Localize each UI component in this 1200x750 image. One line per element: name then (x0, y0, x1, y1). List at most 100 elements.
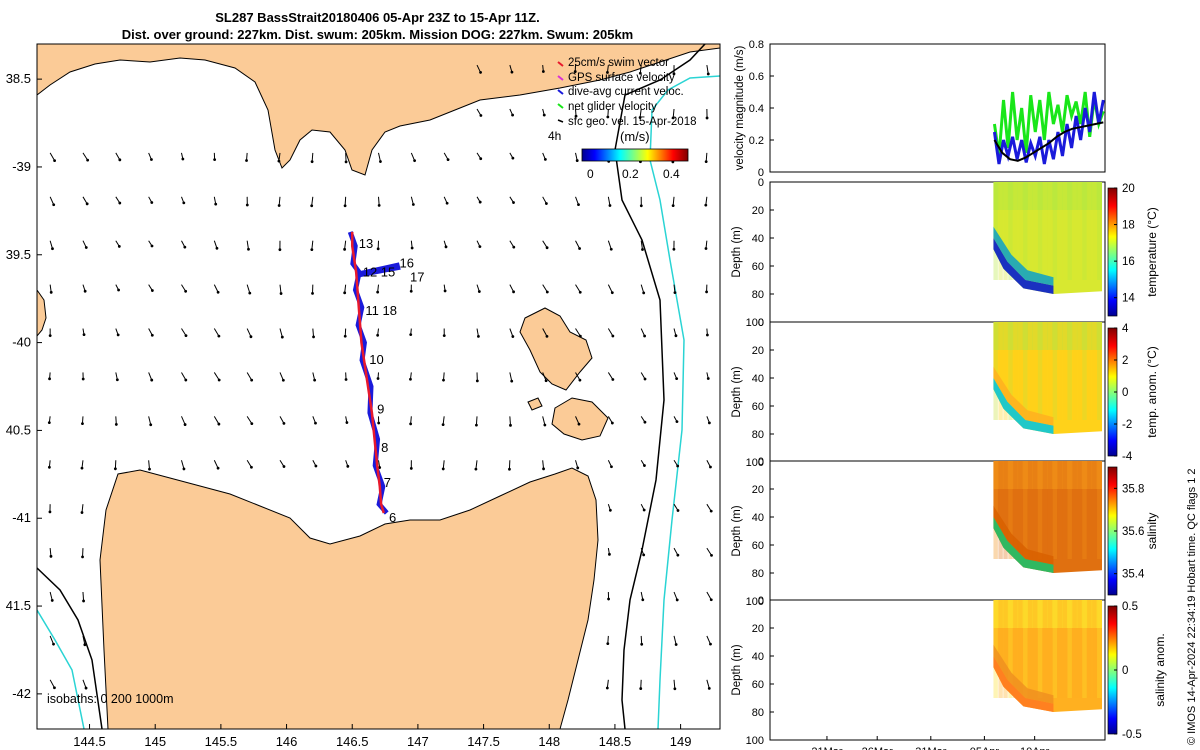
velocity-arrow-60 (246, 240, 250, 251)
colorbar-tick-1: 0.2 (622, 167, 639, 181)
velocity-arrow-165 (607, 548, 611, 556)
velocity-arrow-69 (279, 284, 283, 295)
velocity-arrow-56 (213, 416, 221, 426)
hm2-ytick-3: 60 (752, 540, 764, 552)
day-label-2: 16 (400, 256, 414, 271)
hm1-bottom-layer (993, 378, 1054, 434)
velocity-arrow-39 (148, 372, 154, 382)
isobath-200m (37, 75, 720, 729)
velocity-arrow-132 (509, 416, 512, 427)
velocity-arrow-135 (542, 108, 546, 117)
velocity-arrow-82 (344, 152, 348, 164)
velocity-arrow-19 (81, 416, 84, 426)
velocity-arrow-178 (640, 460, 646, 467)
velocity-arrow-181 (640, 591, 645, 602)
hm0-ytick-1: 20 (752, 205, 764, 217)
velocity-arrow-72 (279, 416, 286, 425)
hm2-ytick-2: 40 (752, 512, 764, 524)
velocity-arrow-96 (377, 416, 381, 425)
velocity-arrow-137 (542, 196, 548, 205)
velocity-arrow-30 (115, 328, 120, 337)
velocity-arrow-58 (245, 152, 248, 162)
velocity-arrow-127 (509, 196, 515, 204)
day-label-0: 13 (359, 236, 373, 251)
vel-series-1 (992, 91, 1105, 165)
day-label-6: 9 (377, 401, 384, 416)
velocity-arrow-90 (378, 152, 382, 163)
velocity-arrow-102 (409, 328, 413, 337)
velocity-arrow-188 (672, 240, 676, 251)
velocity-arrow-32 (114, 416, 118, 426)
velocity-arrow-182 (640, 635, 644, 646)
legend-swim-vector: 25cm/s swim vector (568, 57, 669, 69)
map-ytick-label-0: 38.5 (6, 71, 31, 86)
legend-sfc-marker (557, 119, 564, 123)
velocity-arrow-118 (476, 240, 482, 249)
velocity-arrow-10 (49, 591, 54, 602)
hm0-cbtick-3: 20 (1122, 183, 1135, 195)
velocity-arrow-134 (541, 65, 545, 73)
time-xtick-4: 10Apr (1020, 746, 1050, 750)
hm1-ytick-2: 40 (752, 373, 764, 385)
velocity-arrow-203 (704, 240, 708, 250)
map-xtick-label-2: 145.5 (205, 734, 238, 749)
velocity-arrow-151 (575, 372, 582, 382)
hm3-ytick-0: 0 (758, 595, 764, 607)
heatmap-panel-1: 0 20 40 60 80 100 Depth (m) -4 -2 0 2 4 temp. anom. … (731, 317, 1159, 469)
flinders-island (519, 307, 593, 391)
velocity-arrow-174 (640, 284, 646, 295)
velocity-arrow-4 (48, 328, 52, 338)
legend-time: 4h (548, 129, 561, 143)
velocity-arrow-81 (312, 460, 318, 468)
swim-vector-track (350, 231, 385, 514)
velocity-arrow-16 (82, 284, 87, 293)
velocity-arrow-92 (376, 240, 380, 251)
velocity-arrow-22 (81, 548, 84, 559)
velocity-arrow-53 (213, 284, 220, 294)
velocity-arrow-71 (279, 372, 285, 382)
velocity-arrow-7 (47, 460, 51, 469)
velocity-arrow-35 (148, 196, 154, 204)
king-island (37, 289, 47, 337)
velocity-arrow-194 (673, 503, 680, 512)
velocity-arrow-99 (410, 196, 415, 206)
velocity-arrow-184 (672, 65, 676, 76)
velocity-arrow-125 (509, 108, 514, 117)
velocity-arrow-175 (640, 328, 647, 338)
time-xtick-1: 26Mar (862, 746, 894, 750)
velocity-arrow-143 (542, 460, 545, 471)
velocity-arrow-75 (310, 196, 314, 208)
velocity-arrow-67 (277, 196, 281, 207)
velocity-arrow-103 (409, 372, 412, 381)
velocity-arrow-70 (279, 328, 284, 339)
velocity-arrow-40 (148, 416, 153, 427)
velocity-arrow-185 (671, 108, 675, 120)
velocity-arrow-136 (542, 152, 547, 161)
day-label-9: 6 (389, 510, 396, 525)
velocity-arrow-116 (476, 152, 483, 161)
velocity-arrow-9 (49, 548, 53, 558)
velocity-arrow-62 (246, 328, 253, 339)
velocity-arrow-146 (575, 152, 579, 162)
surface-velocity-field (47, 64, 713, 691)
velocity-arrow-149 (575, 284, 582, 294)
velocity-arrow-52 (213, 240, 219, 250)
hm1-cbtick-4: 4 (1122, 323, 1129, 335)
velocity-arrow-153 (575, 460, 580, 470)
map-xtick-label-5: 147 (407, 734, 429, 749)
velocity-arrow-66 (277, 152, 281, 163)
velocity-arrow-98 (410, 152, 417, 163)
hm2-cbtick-0: 35.4 (1122, 569, 1145, 581)
day-label-3: 17 (410, 270, 424, 285)
hm0-cbtick-2: 18 (1122, 220, 1135, 232)
velocity-arrow-169 (638, 65, 642, 75)
velocity-arrow-37 (148, 284, 154, 292)
legend-diveavg-marker (557, 89, 564, 95)
hm1-ytick-0: 0 (758, 317, 764, 329)
velocity-arrow-49 (180, 460, 186, 471)
velocity-arrow-46 (181, 328, 188, 338)
velocity-arrow-2 (49, 240, 54, 251)
hm0-ytick-2: 40 (752, 233, 764, 245)
